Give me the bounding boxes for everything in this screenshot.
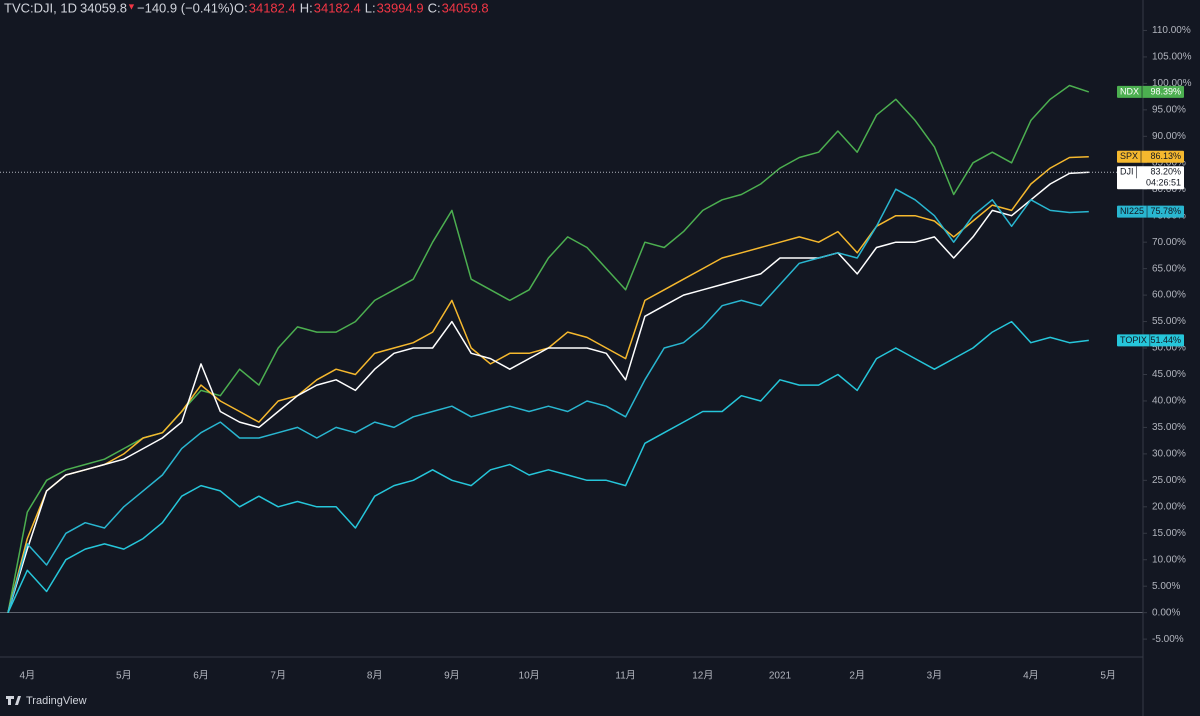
x-tick-label: 3月 xyxy=(927,670,943,682)
brand-logo xyxy=(6,696,21,705)
label-box xyxy=(1117,205,1184,218)
x-tick-label: 8月 xyxy=(367,670,383,682)
series-name: TOPIX xyxy=(1120,335,1147,345)
y-tick-label: 70.00% xyxy=(1152,237,1186,248)
x-tick-label: 9月 xyxy=(444,670,460,682)
series-last-value: 83.20% xyxy=(1150,167,1181,177)
y-tick-label: 110.00% xyxy=(1152,25,1191,36)
x-tick-label: 2021 xyxy=(769,671,792,682)
y-tick-label: 10.00% xyxy=(1152,554,1186,565)
last-value-label: DJI 83.20%04:26:51 xyxy=(1117,166,1184,190)
last-value-label: NDX 98.39% xyxy=(1117,85,1184,98)
series-line xyxy=(7,171,1089,613)
series-last-value: 98.39% xyxy=(1150,86,1181,96)
y-tick-label: 105.00% xyxy=(1152,52,1192,63)
ohlc-value: 33994.9 xyxy=(377,0,424,15)
y-tick-label: 85.00% xyxy=(1152,157,1186,168)
series-last-value: 51.44% xyxy=(1150,335,1181,345)
last-value-label: NI225 75.78% xyxy=(1117,205,1184,218)
series-name: NDX xyxy=(1120,86,1139,96)
series-last-value: 86.13% xyxy=(1150,151,1181,161)
y-tick-label: 40.00% xyxy=(1152,396,1186,407)
x-tick-label: 5月 xyxy=(116,670,132,682)
y-tick-label: -5.00% xyxy=(1152,634,1184,645)
y-tick-label: 100.00% xyxy=(1152,78,1192,89)
y-tick-label: 25.00% xyxy=(1152,475,1186,486)
y-tick-label: 5.00% xyxy=(1152,581,1180,592)
y-tick-label: 35.00% xyxy=(1152,422,1186,433)
series-line xyxy=(7,320,1089,614)
label-box xyxy=(1117,334,1184,347)
label-box xyxy=(1117,150,1184,163)
price: 34059.8 xyxy=(80,0,127,15)
series-name: NI225 xyxy=(1120,206,1144,216)
x-tick-label: 2月 xyxy=(849,670,865,682)
brand-name: TradingView xyxy=(26,695,87,707)
y-tick-label: 45.00% xyxy=(1152,369,1186,380)
x-tick-label: 12月 xyxy=(692,670,713,682)
ohlc-value: 34182.4 xyxy=(314,0,361,15)
y-tick-label: 0.00% xyxy=(1152,607,1180,618)
y-tick-label: 60.00% xyxy=(1152,290,1186,301)
last-value-label: SPX 86.13% xyxy=(1117,150,1184,163)
header: TVC:DJI, 1D 34059.8 ▼ −140.9 (−0.41%) O:… xyxy=(4,0,489,15)
y-tick-label: 30.00% xyxy=(1152,449,1186,460)
ohlc-label: L: xyxy=(365,0,376,15)
countdown: 04:26:51 xyxy=(1146,178,1181,188)
brand: TradingView xyxy=(6,695,87,707)
label-box xyxy=(1117,166,1184,190)
series-name: DJI xyxy=(1120,167,1134,177)
x-tick-label: 7月 xyxy=(270,670,286,682)
series-name: SPX xyxy=(1120,151,1138,161)
y-tick-label: 55.00% xyxy=(1152,316,1186,327)
ohlc-label: O: xyxy=(234,0,248,15)
x-tick-label: 4月 xyxy=(1023,670,1039,682)
x-tick-label: 10月 xyxy=(519,670,540,682)
label-box xyxy=(1117,85,1184,98)
y-tick-label: 90.00% xyxy=(1152,131,1186,142)
series-line xyxy=(7,188,1089,613)
x-tick-label: 4月 xyxy=(20,670,36,682)
ohlc-value: 34182.4 xyxy=(249,0,296,15)
y-tick-label: 50.00% xyxy=(1152,343,1186,354)
y-tick-label: 95.00% xyxy=(1152,104,1186,115)
symbol: TVC:DJI, 1D xyxy=(4,0,77,15)
x-tick-label: 6月 xyxy=(193,670,209,682)
change: −140.9 (−0.41%) xyxy=(137,0,234,15)
last-value-label: TOPIX 51.44% xyxy=(1117,334,1184,347)
x-tick-label: 11月 xyxy=(615,670,635,682)
y-tick-label: 20.00% xyxy=(1152,501,1186,512)
ohlc-label: C: xyxy=(428,0,441,15)
ohlc-label: H: xyxy=(300,0,313,15)
series-last-value: 75.78% xyxy=(1150,206,1181,216)
y-tick-label: 15.00% xyxy=(1152,528,1186,539)
ohlc-value: 34059.8 xyxy=(442,0,489,15)
plot-area xyxy=(0,84,1143,614)
y-tick-label: 80.00% xyxy=(1152,184,1186,195)
arrow: ▼ xyxy=(127,1,136,11)
x-tick-label: 5月 xyxy=(1100,670,1116,682)
y-tick-label: 65.00% xyxy=(1152,263,1186,274)
